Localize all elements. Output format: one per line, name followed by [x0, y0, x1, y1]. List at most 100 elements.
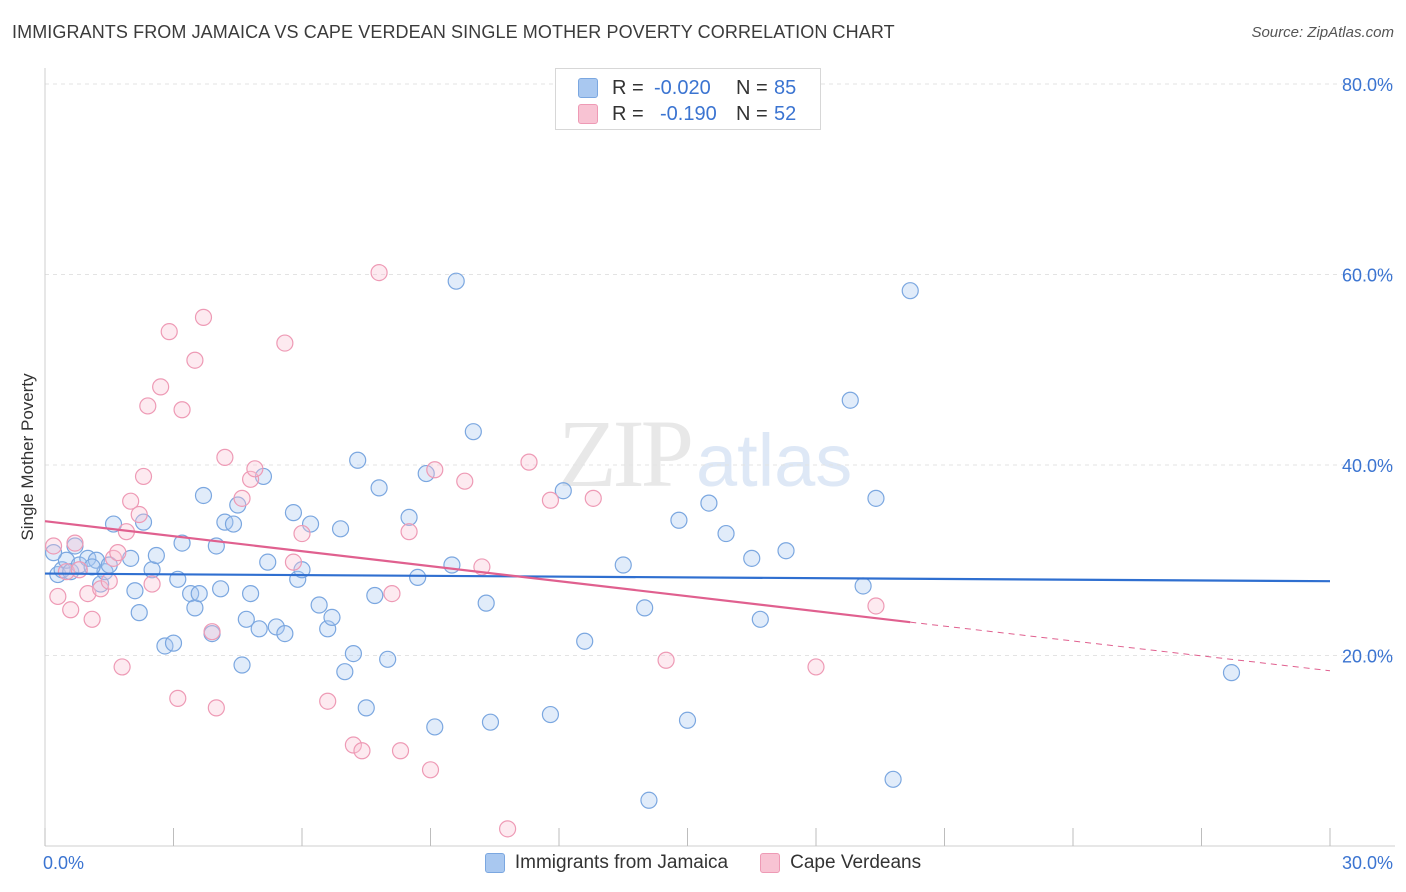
jamaica-point — [284, 504, 303, 522]
cape-verdean-point — [867, 597, 885, 615]
jamaica-point — [173, 534, 191, 552]
cape-verdean-point — [400, 523, 418, 541]
jamaica-point — [331, 520, 350, 538]
cape-verdean-point — [426, 461, 444, 479]
jamaica-point — [190, 584, 208, 603]
jamaica-point — [481, 713, 500, 731]
cape-verdean-point — [79, 584, 97, 603]
cape-verdean-point — [284, 553, 303, 571]
cape-verdean-point — [456, 472, 474, 490]
x-tick-label-max: 30.0% — [1342, 853, 1393, 873]
jamaica-point — [267, 618, 285, 636]
jamaica-point — [670, 511, 688, 529]
series-legend: Immigrants from Jamaica Cape Verdeans — [0, 852, 1406, 874]
cape-verdean-point — [160, 323, 178, 341]
jamaica-point — [242, 584, 260, 603]
jamaica-point — [310, 596, 328, 614]
legend-r-value-jamaica: -0.020 — [654, 76, 711, 99]
cape-verdean-point — [100, 572, 118, 590]
cape-verdean-point — [44, 537, 63, 555]
series-legend-item-jamaica[interactable]: Immigrants from Jamaica — [484, 852, 728, 874]
jamaica-point — [867, 489, 885, 507]
legend-n-value-jamaica: 85 — [774, 76, 797, 99]
series-legend-item-cape-verdean[interactable]: Cape Verdeans — [760, 852, 921, 874]
legend-r-label: R = — [612, 102, 644, 125]
legend-r-label: R = — [612, 76, 644, 99]
cape-verdean-point — [70, 561, 88, 579]
jamaica-point — [541, 705, 560, 724]
legend-row-jamaica: R = -0.020 N = 85 — [578, 76, 796, 100]
cape-verdean-point — [807, 658, 825, 676]
jamaica-point — [447, 272, 465, 290]
jamaica-point — [640, 791, 658, 809]
cape-verdean-point — [130, 505, 148, 524]
y-tick-label: 60.0% — [1342, 266, 1393, 286]
jamaica-point — [143, 561, 161, 579]
legend-swatch-jamaica — [578, 78, 598, 98]
jamaica-point — [126, 582, 144, 600]
jamaica-point — [224, 515, 243, 533]
jamaica-point — [366, 586, 384, 605]
source-label: Source: ZipAtlas.com — [1251, 24, 1394, 41]
jamaica-point — [130, 604, 148, 622]
cape-verdean-point — [383, 584, 401, 603]
cape-verdean-point — [541, 491, 560, 509]
jamaica-point — [464, 423, 482, 441]
jamaica-point — [417, 464, 435, 483]
cape-verdean-point — [584, 489, 602, 507]
jamaica-point — [370, 479, 388, 497]
jamaica-point — [250, 620, 268, 638]
y-tick-label: 40.0% — [1342, 456, 1393, 476]
jamaica-point — [259, 553, 277, 571]
legend-n-label: N = — [736, 76, 768, 99]
jamaica-point — [357, 699, 375, 717]
cape-verdean-point — [194, 308, 213, 326]
jamaica-point — [344, 644, 362, 663]
cape-verdean-point — [421, 761, 440, 779]
stats-legend: R = -0.020 N = 85 R = -0.190 N = 52 — [555, 68, 821, 130]
cape-verdean-point — [353, 742, 371, 760]
jamaica-point — [349, 451, 367, 469]
jamaica-point — [576, 632, 594, 650]
legend-n-label: N = — [736, 102, 768, 125]
legend-r-value-cape-verdean: -0.190 — [660, 102, 717, 125]
cape-verdean-point — [520, 453, 538, 471]
cape-verdean-point — [186, 351, 204, 369]
jamaica-point — [301, 515, 320, 533]
jamaica-point — [854, 577, 872, 595]
jamaica-point — [477, 594, 495, 612]
jamaica-point — [426, 718, 444, 736]
series-swatch-jamaica — [484, 853, 505, 873]
cape-verdean-point — [49, 587, 67, 606]
y-tick-label: 80.0% — [1342, 75, 1393, 95]
jamaica-point — [777, 542, 795, 560]
jamaica-point — [554, 482, 572, 500]
cape-verdean-point — [391, 742, 410, 760]
cape-verdean-point — [66, 534, 84, 552]
cape-verdean-point — [246, 460, 264, 478]
legend-row-cape-verdean: R = -0.190 N = 52 — [578, 102, 796, 126]
jamaica-trend-line — [44, 572, 1331, 583]
series-label-cape-verdean: Cape Verdeans — [790, 852, 922, 873]
cape-verdean-trend-extension — [910, 621, 1331, 672]
jamaica-point — [1222, 664, 1241, 682]
cape-verdean-point — [62, 601, 80, 619]
cape-verdean-point — [122, 492, 140, 510]
jamaica-point — [884, 770, 902, 788]
jamaica-point — [379, 650, 397, 668]
chart-title: IMMIGRANTS FROM JAMAICA VS CAPE VERDEAN … — [12, 22, 895, 42]
jamaica-point — [636, 599, 654, 617]
cape-verdean-point — [203, 623, 221, 641]
cape-verdean-point — [83, 610, 101, 628]
cape-verdean-point — [319, 692, 337, 710]
jamaica-point — [212, 580, 230, 598]
cape-verdean-point — [276, 334, 294, 352]
jamaica-point — [233, 656, 251, 674]
cape-verdean-point — [293, 524, 311, 543]
cape-verdean-point — [134, 467, 153, 486]
cape-verdean-point — [233, 489, 251, 507]
cape-verdean-point — [169, 689, 187, 707]
jamaica-point — [717, 524, 735, 543]
series-swatch-cape-verdean — [760, 853, 781, 873]
